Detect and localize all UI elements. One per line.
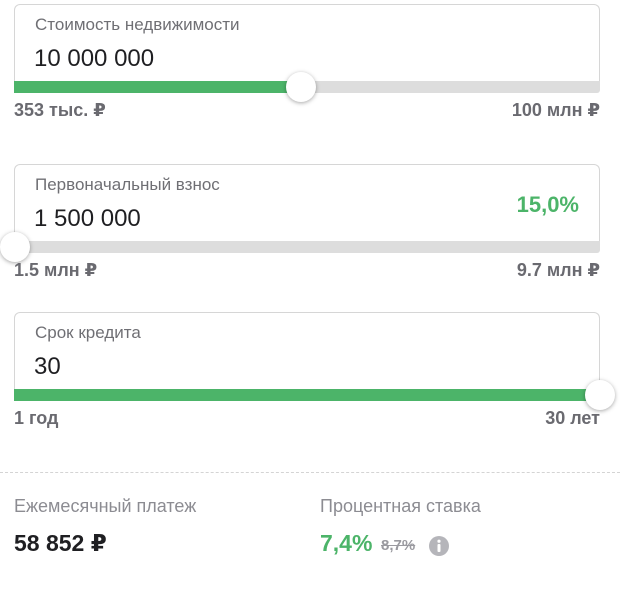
property-cost-slider-fill xyxy=(14,81,302,93)
down-payment-value[interactable]: 1 500 000 xyxy=(34,205,141,232)
loan-term-slider-thumb[interactable] xyxy=(585,380,615,410)
down-payment-field[interactable]: Первоначальный взнос 1 500 000 15,0% xyxy=(14,164,600,241)
interest-rate-current: 7,4% xyxy=(320,530,373,556)
down-payment-min: 1.5 млн ₽ xyxy=(14,260,98,280)
loan-term-slider-track[interactable] xyxy=(14,389,600,401)
property-cost-max: 100 млн ₽ xyxy=(511,100,600,120)
loan-term-value[interactable]: 30 xyxy=(34,353,61,380)
down-payment-max: 9.7 млн ₽ xyxy=(516,260,600,280)
property-cost-value[interactable]: 10 000 000 xyxy=(34,45,155,72)
loan-term-field[interactable]: Срок кредита 30 xyxy=(14,312,600,389)
down-payment-percent: 15,0% xyxy=(516,192,579,217)
summary-divider xyxy=(0,472,620,473)
monthly-payment-value: 58 852 ₽ xyxy=(14,530,107,556)
info-icon[interactable] xyxy=(428,535,450,557)
interest-rate-label: Процентная ставка xyxy=(320,496,481,516)
down-payment-label: Первоначальный взнос xyxy=(35,175,220,194)
property-cost-label: Стоимость недвижимости xyxy=(35,15,240,34)
monthly-payment-label: Ежемесячный платеж xyxy=(14,496,197,516)
interest-rate-old: 8,7% xyxy=(381,537,416,554)
loan-term-max: 30 лет xyxy=(545,408,600,428)
property-cost-slider-thumb[interactable] xyxy=(286,72,317,102)
down-payment-slider-thumb[interactable] xyxy=(0,232,30,262)
loan-term-label: Срок кредита xyxy=(35,323,141,342)
loan-term-min: 1 год xyxy=(14,408,59,428)
down-payment-slider-track[interactable] xyxy=(14,241,600,253)
property-cost-min: 353 тыс. ₽ xyxy=(14,100,106,120)
loan-term-slider-fill xyxy=(14,389,600,401)
property-cost-field[interactable]: Стоимость недвижимости 10 000 000 xyxy=(14,4,600,81)
